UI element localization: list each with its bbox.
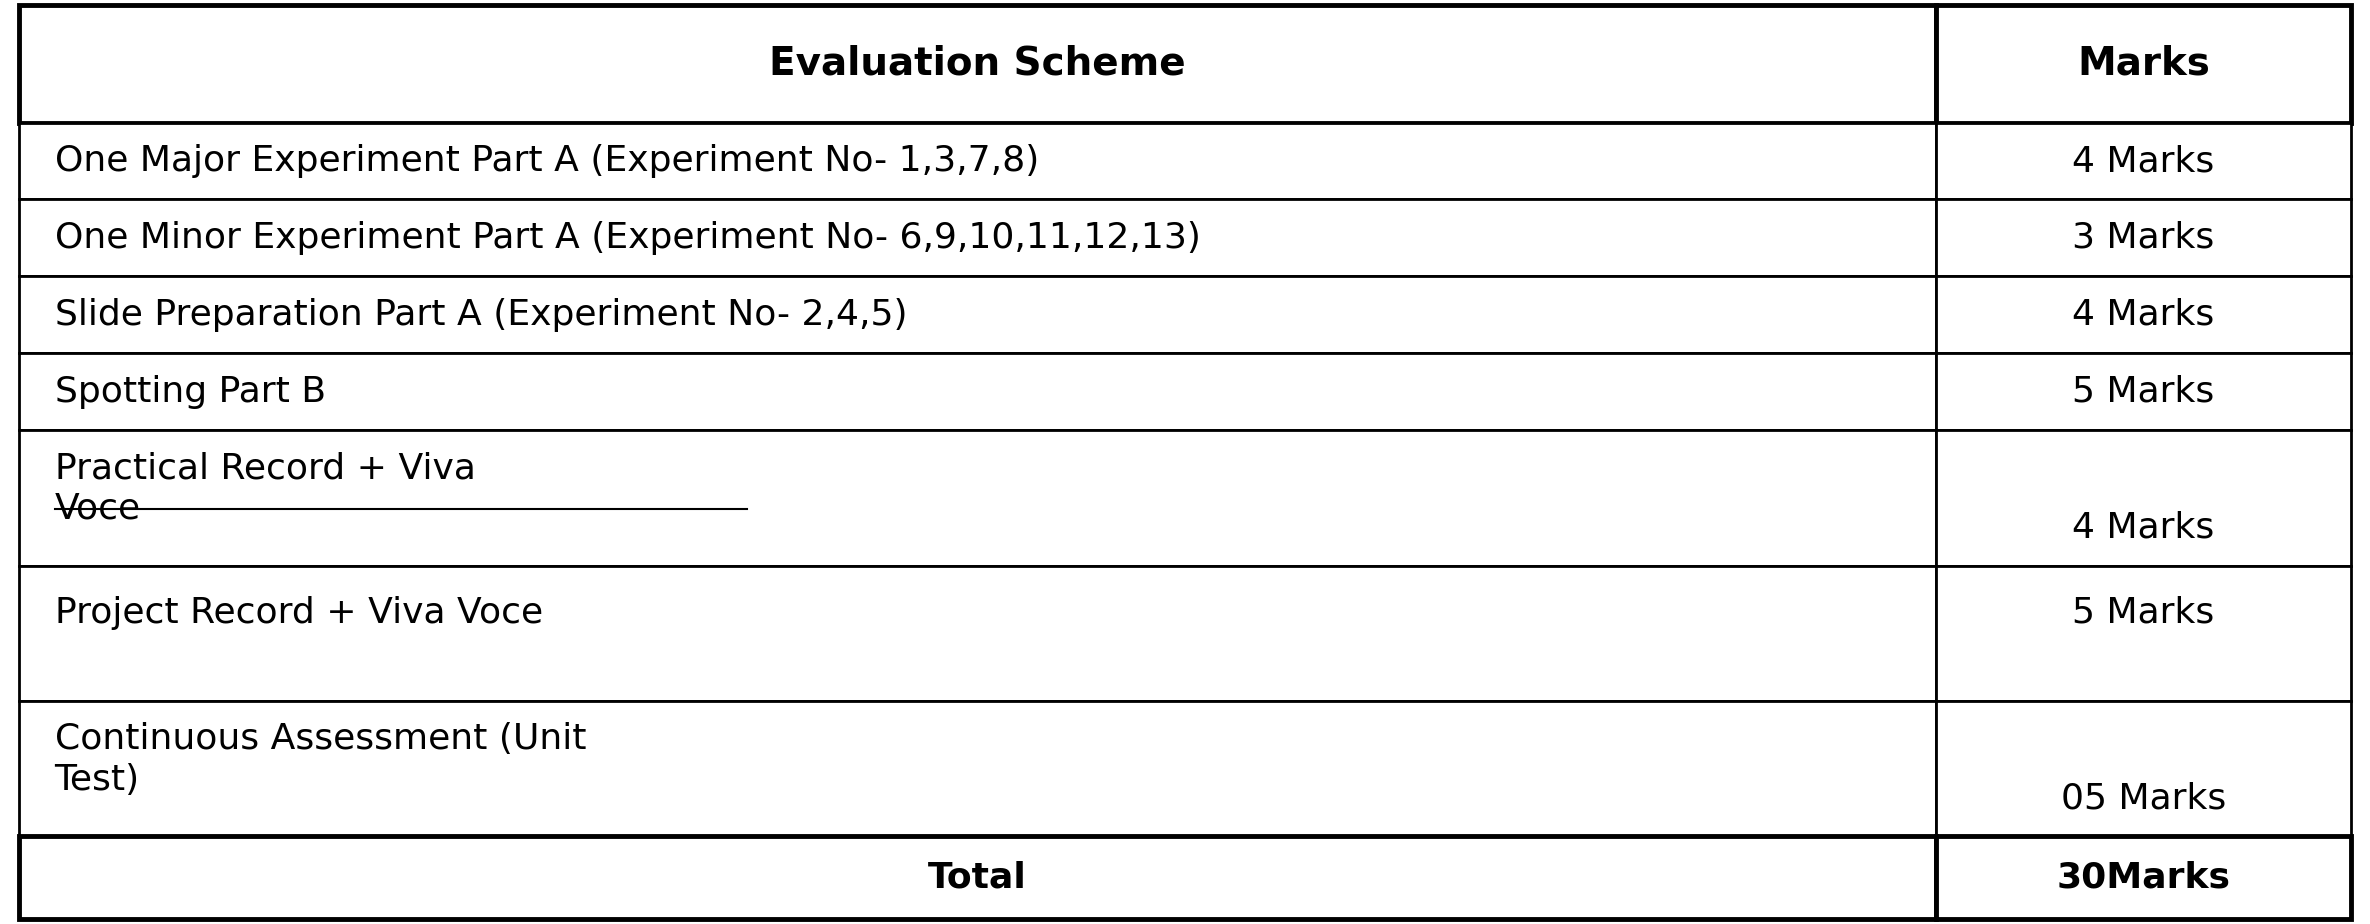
Text: 5 Marks: 5 Marks bbox=[2071, 374, 2214, 408]
Bar bbox=[19, 123, 1936, 200]
Bar bbox=[19, 565, 1936, 701]
Text: Slide Preparation Part A (Experiment No- 2,4,5): Slide Preparation Part A (Experiment No-… bbox=[55, 298, 908, 332]
Text: 05 Marks: 05 Marks bbox=[2062, 782, 2225, 816]
Text: 5 Marks: 5 Marks bbox=[2071, 596, 2214, 630]
Bar bbox=[1936, 836, 2351, 919]
Bar bbox=[19, 701, 1936, 836]
Text: Continuous Assessment (Unit: Continuous Assessment (Unit bbox=[55, 722, 585, 756]
Bar bbox=[19, 836, 1936, 919]
Text: Marks: Marks bbox=[2076, 44, 2209, 82]
Bar bbox=[1936, 565, 2351, 701]
Bar bbox=[19, 353, 1936, 430]
Text: Project Record + Viva Voce: Project Record + Viva Voce bbox=[55, 596, 543, 630]
Text: One Minor Experiment Part A (Experiment No- 6,9,10,11,12,13): One Minor Experiment Part A (Experiment … bbox=[55, 221, 1199, 255]
Text: One Major Experiment Part A (Experiment No- 1,3,7,8): One Major Experiment Part A (Experiment … bbox=[55, 144, 1038, 178]
Bar bbox=[1936, 200, 2351, 276]
Text: 4 Marks: 4 Marks bbox=[2071, 144, 2214, 178]
Text: Voce: Voce bbox=[55, 492, 140, 526]
Text: 30Marks: 30Marks bbox=[2057, 861, 2230, 894]
Text: 4 Marks: 4 Marks bbox=[2071, 511, 2214, 544]
Text: 3 Marks: 3 Marks bbox=[2071, 221, 2214, 255]
Bar bbox=[19, 5, 1936, 123]
Text: Evaluation Scheme: Evaluation Scheme bbox=[770, 44, 1185, 82]
Text: Total: Total bbox=[929, 861, 1026, 894]
Bar bbox=[1936, 5, 2351, 123]
Bar bbox=[1936, 353, 2351, 430]
Text: Test): Test) bbox=[55, 762, 140, 796]
Bar bbox=[19, 430, 1936, 565]
Bar bbox=[19, 200, 1936, 276]
Bar bbox=[1936, 123, 2351, 200]
Bar bbox=[1936, 701, 2351, 836]
Bar bbox=[1936, 430, 2351, 565]
Text: Practical Record + Viva: Practical Record + Viva bbox=[55, 451, 476, 485]
Text: 4 Marks: 4 Marks bbox=[2071, 298, 2214, 332]
Bar bbox=[1936, 276, 2351, 353]
Text: Spotting Part B: Spotting Part B bbox=[55, 374, 325, 408]
Bar bbox=[19, 276, 1936, 353]
